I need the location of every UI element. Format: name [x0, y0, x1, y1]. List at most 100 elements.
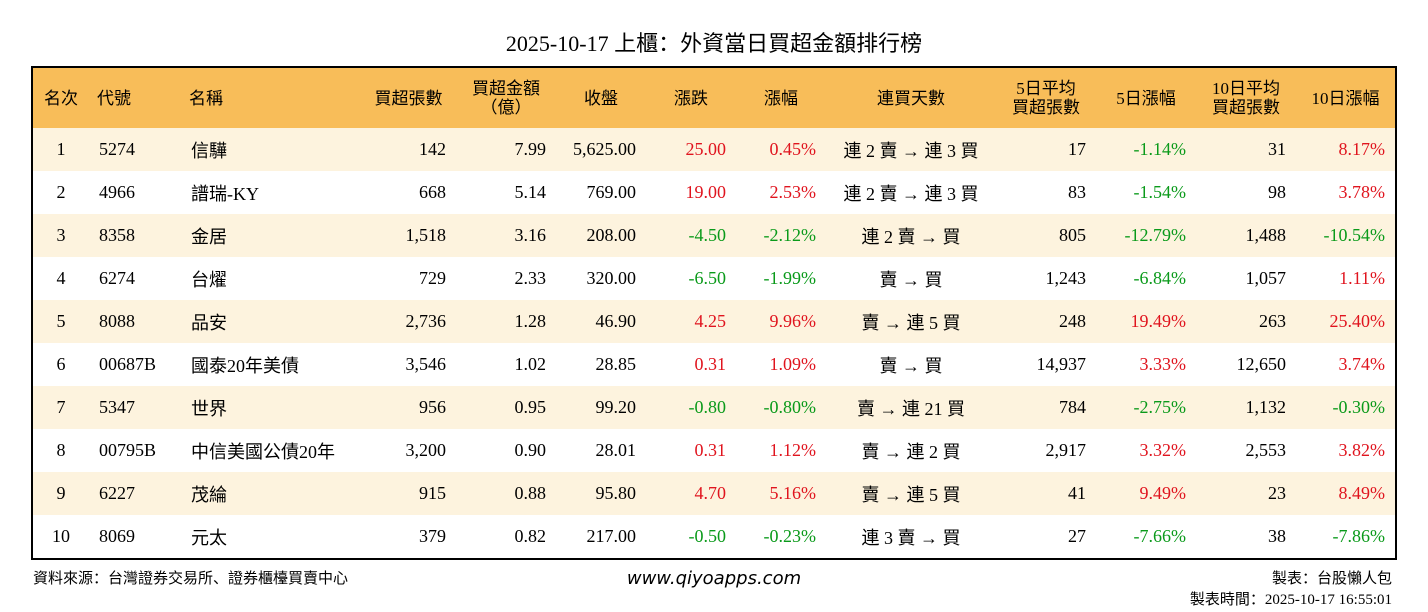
- header-cell: 名稱: [181, 67, 361, 128]
- cell: 2.53%: [769, 182, 817, 202]
- cell: 9.49%: [1096, 472, 1196, 515]
- cell: 2: [56, 182, 66, 202]
- cell: 0.82: [514, 526, 547, 546]
- cell: 915: [361, 472, 456, 515]
- cell: 19.49%: [1096, 300, 1196, 343]
- cell: 5274: [89, 128, 181, 171]
- cell: 8.49%: [1296, 472, 1396, 515]
- cell: -1.14%: [1096, 128, 1196, 171]
- cell: -12.79%: [1096, 214, 1196, 257]
- cell: 98: [1268, 182, 1286, 202]
- cell: 6227: [89, 472, 181, 515]
- cell: -7.66%: [1133, 526, 1187, 546]
- cell: 0.31: [694, 440, 727, 460]
- cell: 賣 → 買: [879, 269, 943, 290]
- header-cell: 5日平均 買超張數: [996, 67, 1096, 128]
- table-row: 9 6227 茂綸 915 0.88 95.80 4.70 5.16% 賣 → 連 5 買 41 9…: [32, 472, 1396, 515]
- cell: 3.74%: [1338, 354, 1386, 374]
- header-cell: 漲跌: [646, 67, 736, 128]
- cell: 中信美國公債20年: [191, 441, 335, 462]
- cell: 3.32%: [1139, 440, 1187, 460]
- cell: 38: [1268, 526, 1286, 546]
- table-row: 3 8358 金居 1,518 3.16 208.00 -4.50 -2.12% 連 2 賣 →…: [32, 214, 1396, 257]
- cell: 5,625.00: [556, 128, 646, 171]
- header-cell: 收盤: [556, 67, 646, 128]
- cell: 8.17%: [1296, 128, 1396, 171]
- cell: 784: [996, 386, 1096, 429]
- header-cell: 名次: [32, 67, 89, 128]
- cell: 5347: [89, 386, 181, 429]
- header-cell: 買超張數: [361, 67, 456, 128]
- cell: 4: [56, 268, 66, 288]
- cell: 賣 → 連 21 買: [826, 386, 996, 429]
- cell: 6: [56, 354, 66, 374]
- cell: -7.86%: [1332, 526, 1386, 546]
- cell: 19.00: [685, 182, 727, 202]
- cell: 248: [996, 300, 1096, 343]
- cell: 14,937: [1036, 354, 1087, 374]
- cell: 1.02: [514, 354, 547, 374]
- cell: -2.75%: [1096, 386, 1196, 429]
- cell: 25.40%: [1296, 300, 1396, 343]
- cell: 3.78%: [1338, 182, 1386, 202]
- cell: 賣 → 連 5 買: [826, 300, 996, 343]
- cell: 0.95: [456, 386, 556, 429]
- cell: 95.80: [556, 472, 646, 515]
- cell: 連 2 賣 → 連 3 買: [826, 128, 996, 171]
- cell: 7.99: [456, 128, 556, 171]
- cell: 元太: [191, 527, 227, 548]
- cell: 4966: [99, 182, 135, 202]
- cell: 00687B: [99, 354, 157, 374]
- cell: 5: [32, 300, 89, 343]
- cell: 0.88: [456, 472, 556, 515]
- cell: 28.01: [595, 440, 637, 460]
- cell: 8069: [99, 526, 135, 546]
- cell: 2.33: [514, 268, 547, 288]
- cell: 83: [1068, 182, 1086, 202]
- cell: 769.00: [586, 182, 637, 202]
- cell: 6274: [99, 268, 135, 288]
- table-row: 7 5347 世界 956 0.95 99.20 -0.80 -0.80% 賣 → 連 21 買…: [32, 386, 1396, 429]
- cell: 5.16%: [736, 472, 826, 515]
- cell: 1.12%: [769, 440, 817, 460]
- cell: 連 2 賣 → 買: [826, 214, 996, 257]
- cell: 3.82%: [1338, 440, 1386, 460]
- cell: 5.14: [514, 182, 547, 202]
- cell: 賣 → 連 5 買: [826, 472, 996, 515]
- header-cell: 5日漲幅: [1096, 67, 1196, 128]
- cell: 25.00: [646, 128, 736, 171]
- cell: 805: [996, 214, 1096, 257]
- header-cell: 代號: [89, 67, 181, 128]
- cell: 8088: [89, 300, 181, 343]
- cell: 2,553: [1245, 440, 1287, 460]
- table-row: 6 00687B 國泰20年美債 3,546 1.02 28.85 0.31 1.09% 賣 →…: [32, 343, 1396, 386]
- cell: 956: [361, 386, 456, 429]
- table-row: 10 8069 元太 379 0.82 217.00 -0.50 -0.23% 連 3 賣 → …: [32, 515, 1396, 559]
- cell: 賣 → 買: [879, 355, 943, 376]
- cell: 263: [1196, 300, 1296, 343]
- cell: 0.90: [514, 440, 547, 460]
- title: 2025-10-17 上櫃：外資當日買超金額排行榜: [505, 31, 923, 56]
- cell: 320.00: [586, 268, 637, 288]
- cell: 1,243: [1045, 268, 1087, 288]
- cell: 品安: [181, 300, 361, 343]
- cell: -6.50: [688, 268, 727, 288]
- cell: 142: [361, 128, 456, 171]
- cell: -2.12%: [736, 214, 826, 257]
- cell: -1.99%: [763, 268, 817, 288]
- ranking-table: 名次 代號 名稱 買超張數 買超金額 （億） 收盤 漲跌 漲幅 連買天數 5日平均 買超張數 5日漲…: [31, 66, 1397, 560]
- cell: 8358: [89, 214, 181, 257]
- cell: 1,132: [1196, 386, 1296, 429]
- cell: 2,917: [1045, 440, 1087, 460]
- cell: 7: [32, 386, 89, 429]
- cell: 3,200: [405, 440, 447, 460]
- cell: 連 3 賣 → 買: [861, 527, 961, 548]
- cell: 668: [419, 182, 446, 202]
- cell: 0.31: [694, 354, 727, 374]
- cell: 41: [996, 472, 1096, 515]
- author: 製表：台股懶人包: [1271, 571, 1392, 587]
- cell: 3.33%: [1139, 354, 1187, 374]
- cell: -0.50: [688, 526, 727, 546]
